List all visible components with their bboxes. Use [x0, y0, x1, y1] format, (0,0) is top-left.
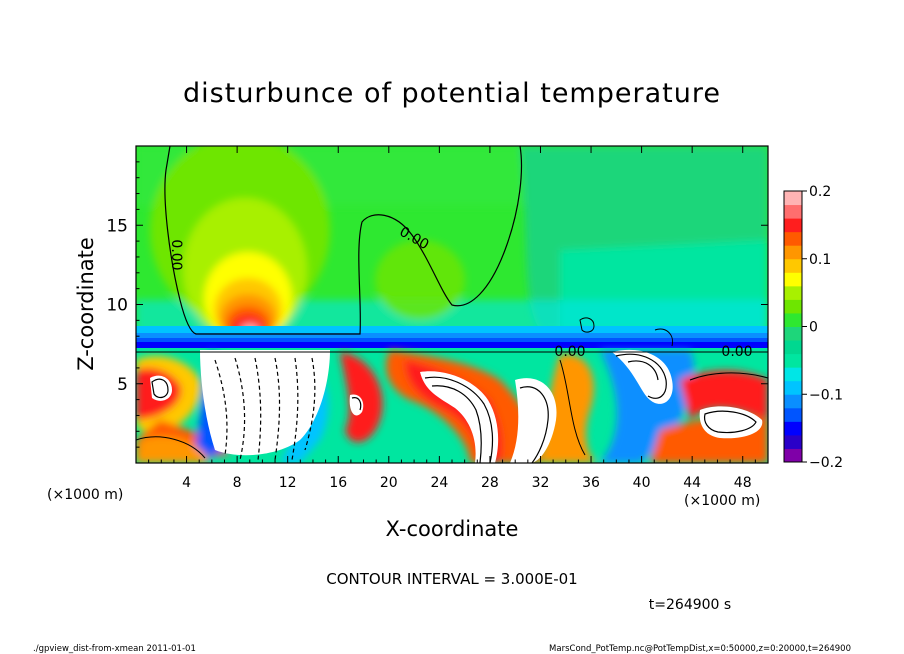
- colorbar-swatch: [784, 204, 802, 219]
- contour-interval: CONTOUR INTERVAL = 3.000E-01: [326, 570, 577, 588]
- colorbar-swatch: [784, 434, 802, 449]
- upper-field: [136, 146, 768, 344]
- contour-label: 0.00: [554, 344, 585, 360]
- x-axis-ticks: 4 8 12 16 20 24 28 32 36 40 44 48: [148, 146, 756, 491]
- colorbar-swatch: [784, 299, 802, 314]
- colorbar-swatch: [784, 448, 802, 463]
- plot-area: 0.00 0.00 0.00 0.00: [136, 146, 768, 463]
- negative-contours: [214, 357, 316, 461]
- colorbar-tick-label: −0.1: [809, 387, 843, 403]
- footer-right: MarsCond_PotTemp.nc@PotTempDist,x=0:5000…: [549, 644, 851, 654]
- colorbar-swatch: [784, 326, 802, 341]
- colorbar-swatch: [784, 285, 802, 300]
- x-tick-label: 36: [582, 475, 600, 491]
- colorbar-swatch: [784, 258, 802, 273]
- colorbar-swatch: [784, 367, 802, 382]
- x-tick-label: 12: [279, 475, 297, 491]
- colorbar-swatch: [784, 340, 802, 355]
- colorbar-swatch: [784, 218, 802, 233]
- y-tick-label: 15: [106, 216, 128, 236]
- contour-lines: [136, 146, 768, 463]
- y-tick-label: 10: [106, 296, 128, 316]
- time-label: t=264900 s: [649, 597, 731, 613]
- y-axis-label: Z-coordinate: [74, 237, 98, 371]
- colorbar-swatch: [784, 394, 802, 409]
- colorbar-swatch: [784, 272, 802, 287]
- colorbar-swatch: [784, 421, 802, 436]
- x-axis-label: X-coordinate: [386, 517, 519, 541]
- colorbar-swatch: [784, 191, 802, 206]
- y-tick-label: 5: [117, 375, 128, 395]
- x-tick-label: 28: [481, 475, 499, 491]
- x-tick-label: 40: [633, 475, 651, 491]
- colorbar-tick-label: 0.1: [809, 252, 831, 268]
- x-unit-label-left: (×1000 m): [47, 487, 123, 503]
- y-axis-ticks: 5 10 15: [106, 161, 768, 448]
- contour-label: 0.00: [721, 344, 752, 360]
- x-tick-label: 16: [329, 475, 347, 491]
- x-tick-label: 8: [233, 475, 242, 491]
- x-tick-label: 20: [380, 475, 398, 491]
- colorbar-swatch: [784, 380, 802, 395]
- contour-label: 0.00: [168, 239, 184, 270]
- colorbar-swatch: [784, 312, 802, 327]
- footer-left: ./gpview_dist-from-xmean 2011-01-01: [33, 644, 196, 654]
- colorbar-swatch: [784, 245, 802, 260]
- x-unit-label-right: (×1000 m): [684, 493, 760, 509]
- contour-misc: [136, 317, 768, 459]
- zero-contour: [164, 146, 523, 335]
- colorbar-tick-label: 0.2: [809, 184, 831, 200]
- colorbar-swatch: [784, 231, 802, 246]
- x-tick-label: 44: [683, 475, 701, 491]
- colorbar-tick-label: −0.2: [809, 455, 843, 471]
- chart-title: disturbunce of potential temperature: [183, 78, 721, 109]
- positive-contours: [151, 353, 757, 463]
- saturated-regions: [150, 349, 763, 463]
- inversion-band: [136, 326, 768, 348]
- colorbar-swatch: [784, 353, 802, 368]
- x-tick-label: 4: [182, 475, 191, 491]
- colorbar-swatch: [784, 407, 802, 422]
- x-tick-label: 24: [430, 475, 448, 491]
- lower-field: [136, 348, 768, 463]
- x-tick-label: 32: [532, 475, 550, 491]
- colorbar-tick-label: 0: [809, 320, 818, 336]
- colorbar: −0.2 −0.1 0 0.1 0.2: [783, 184, 843, 471]
- x-tick-label: 48: [734, 475, 752, 491]
